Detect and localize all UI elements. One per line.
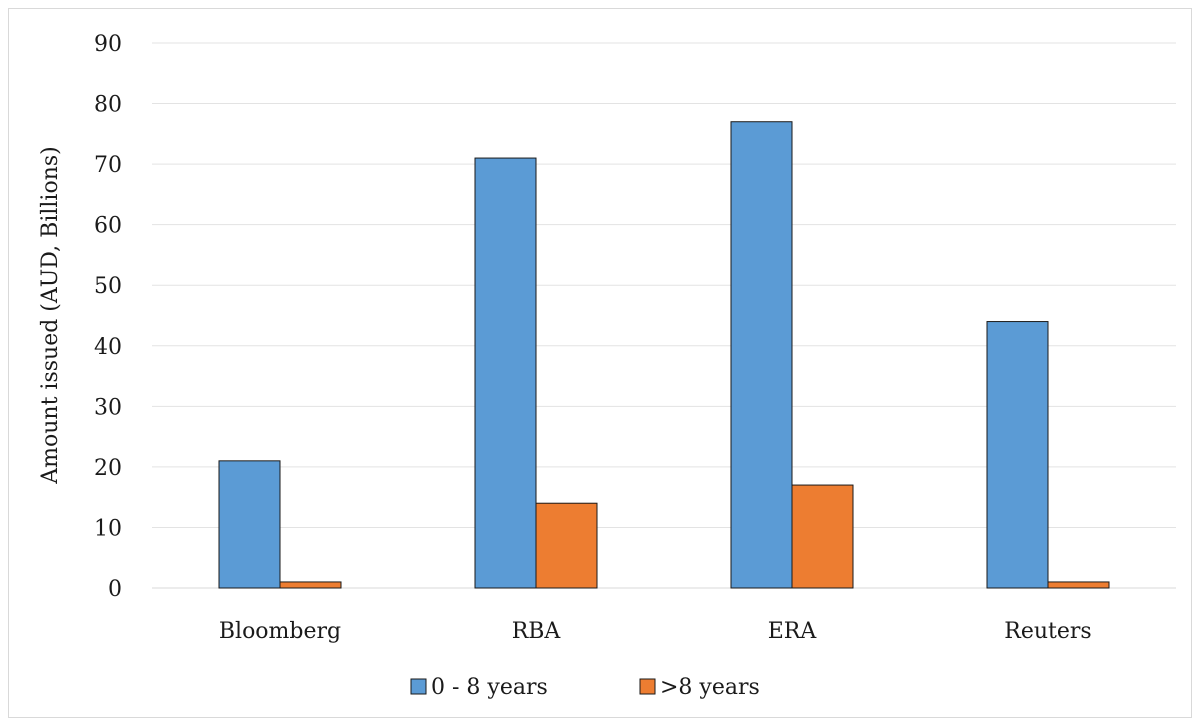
y-tick-label: 0 (108, 577, 122, 602)
legend-swatch-series-2 (639, 678, 656, 695)
y-tick-label: 40 (94, 335, 122, 360)
x-category-label: ERA (768, 619, 818, 644)
y-tick-label: 70 (94, 153, 122, 178)
bar-reuters-series-2 (1047, 581, 1110, 589)
bar-bloomberg-series-2 (279, 581, 342, 589)
x-category-label: Reuters (1004, 619, 1091, 644)
legend-swatch-series-1 (410, 678, 427, 695)
y-tick-label: 80 (94, 93, 122, 118)
bar-rba-series-1 (474, 157, 537, 589)
chart-frame (8, 8, 1192, 718)
y-tick-label: 30 (94, 395, 122, 420)
legend-label-series-1: 0 - 8 years (431, 675, 548, 700)
x-axis-categories: Bloomberg RBA ERA Reuters (219, 619, 1092, 644)
y-tick-label: 60 (94, 214, 122, 239)
legend: 0 - 8 years >8 years (410, 675, 760, 700)
x-category-label: Bloomberg (219, 619, 341, 644)
y-tick-label: 90 (94, 32, 122, 57)
y-tick-label: 50 (94, 274, 122, 299)
x-category-label: RBA (512, 619, 562, 644)
bar-era-series-1 (730, 121, 793, 589)
y-axis-ticks: 0 10 20 30 40 50 60 70 80 90 (94, 32, 122, 602)
bar-bloomberg-series-1 (218, 460, 281, 589)
y-tick-label: 20 (94, 456, 122, 481)
bars (218, 121, 1110, 589)
bar-rba-series-2 (535, 502, 598, 589)
bar-reuters-series-1 (986, 321, 1049, 589)
y-tick-label: 10 (94, 516, 122, 541)
bar-era-series-2 (791, 484, 854, 589)
y-axis-title: Amount issued (AUD, Billions) (38, 146, 63, 485)
legend-label-series-2: >8 years (660, 675, 760, 700)
